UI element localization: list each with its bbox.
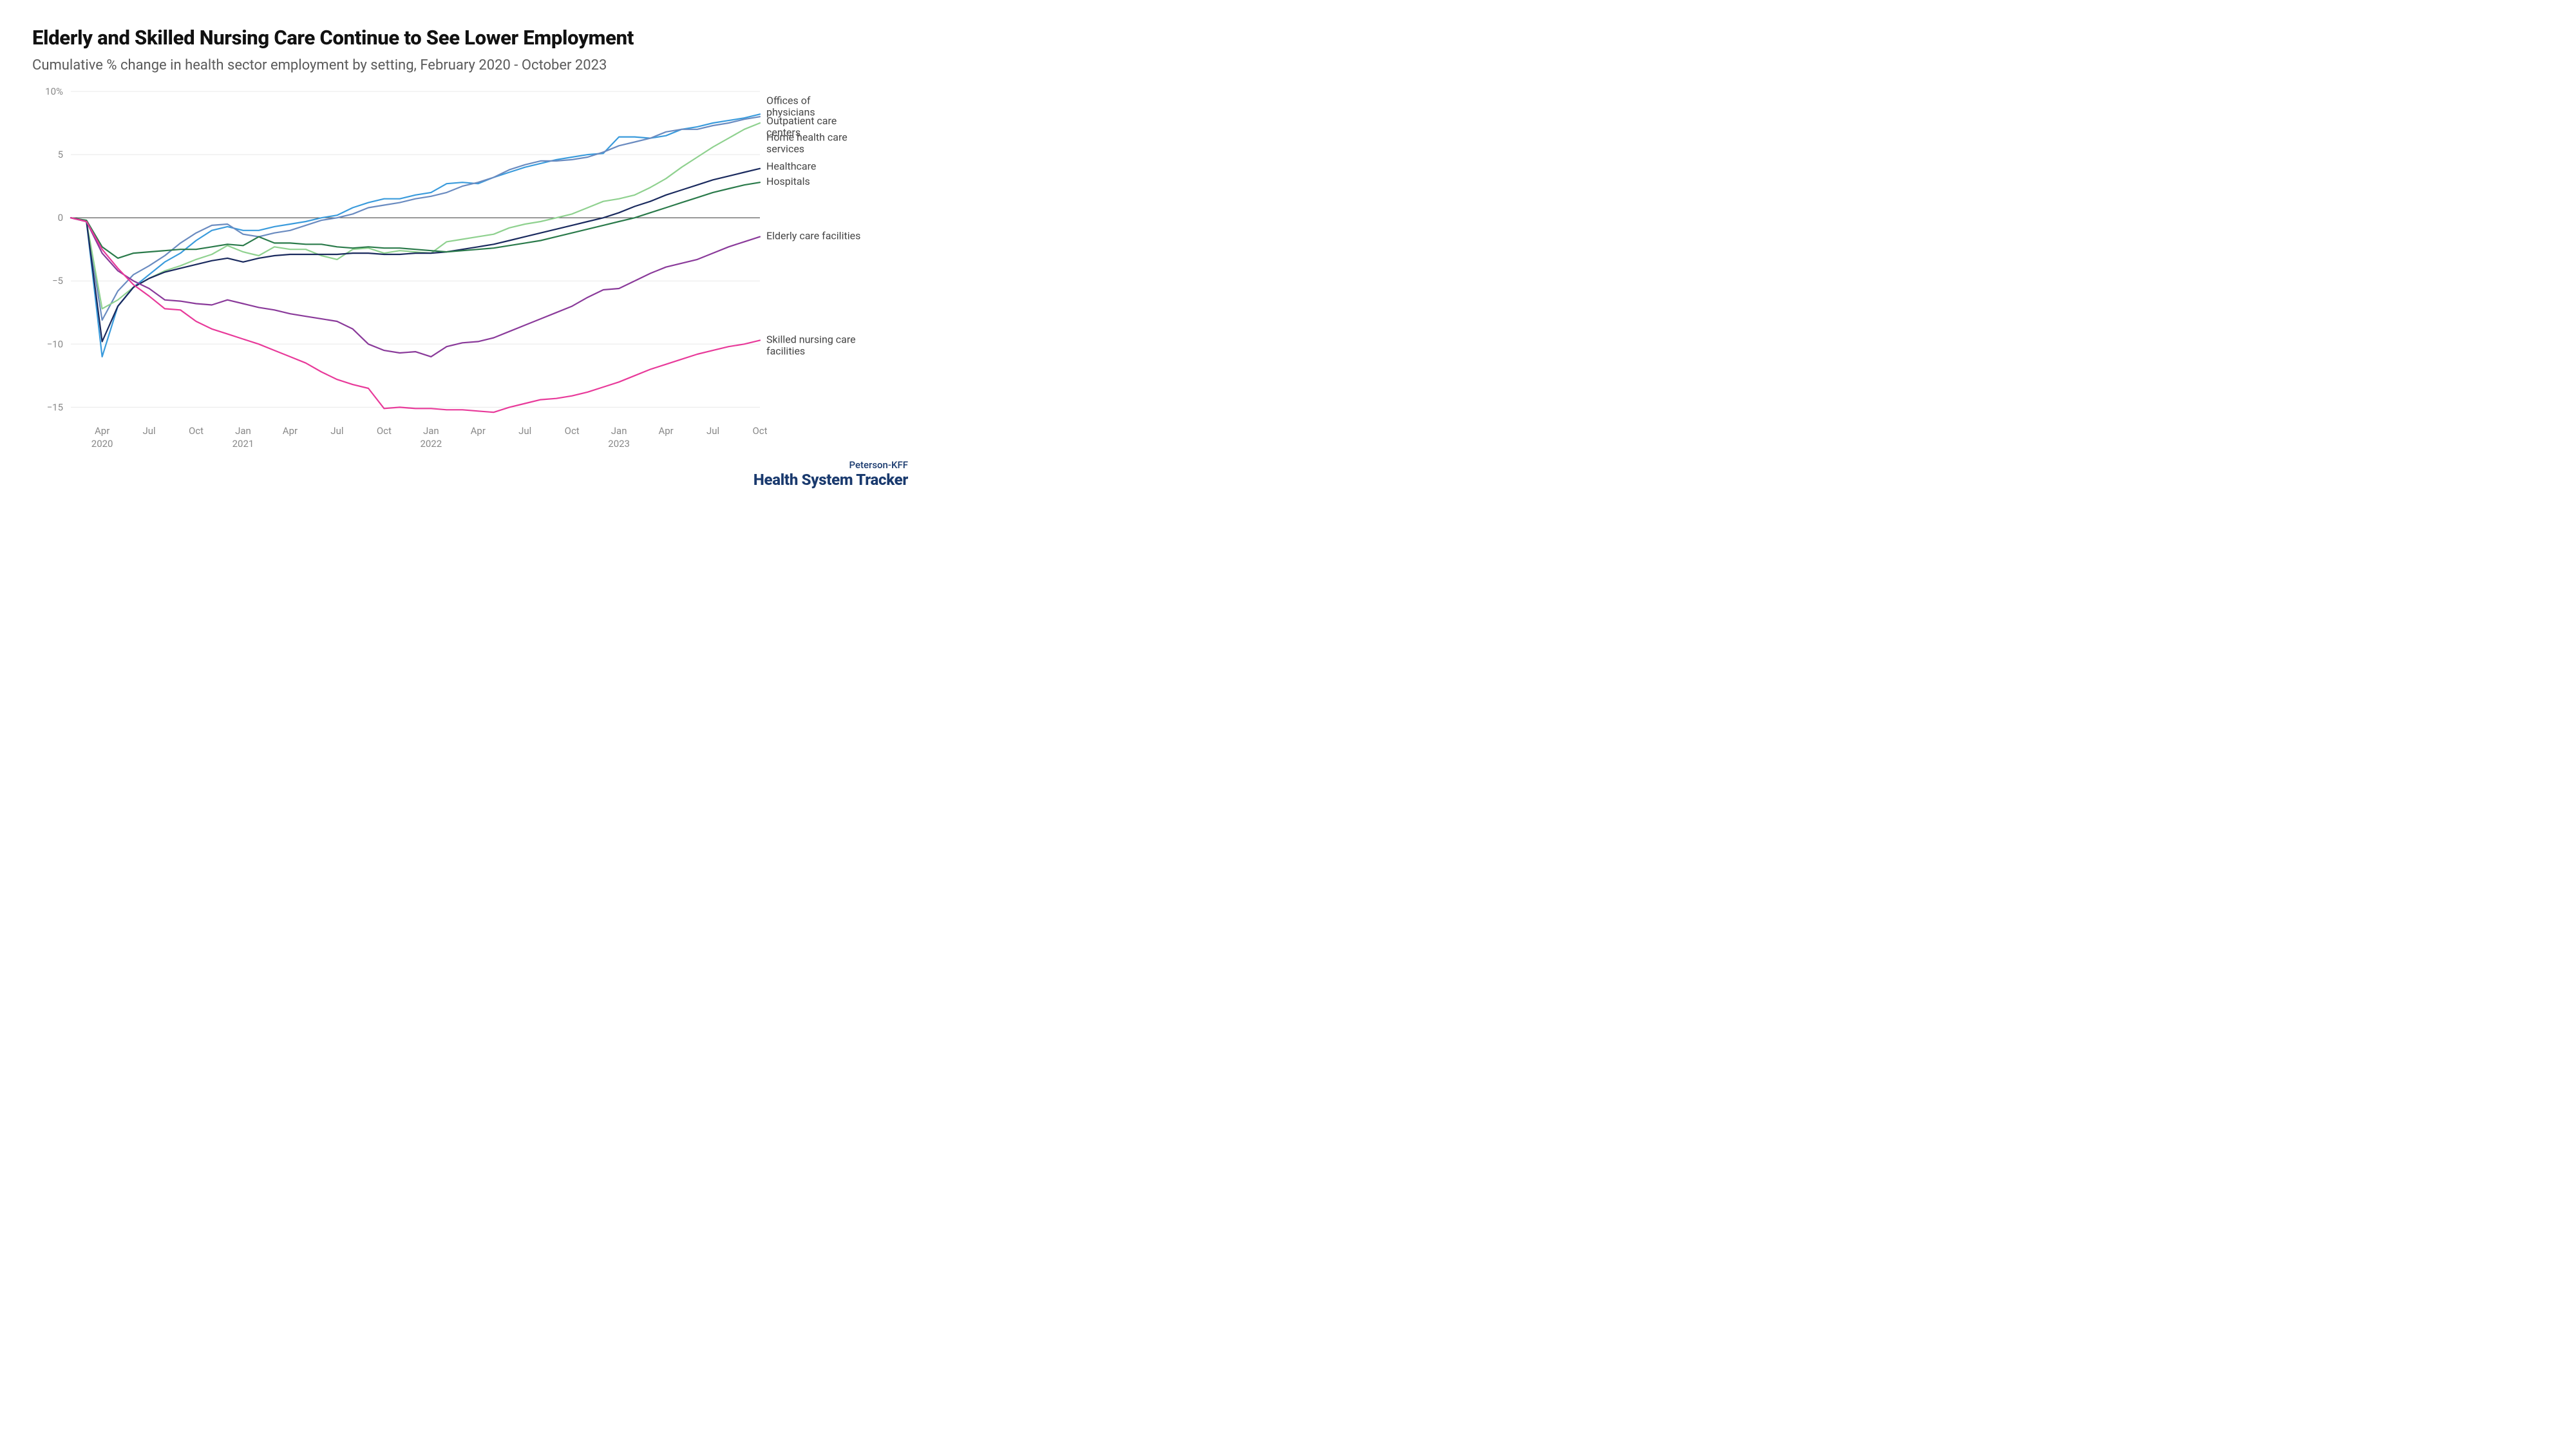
attribution-source: Peterson-KFF <box>32 459 908 471</box>
series-label: facilities <box>766 345 805 357</box>
x-axis-label: Jan <box>423 425 439 437</box>
x-axis-year-label: 2023 <box>608 438 630 450</box>
x-axis-label: Oct <box>189 425 204 437</box>
x-axis-label: Jan <box>611 425 627 437</box>
line-chart: 10%50−5−10−15Apr2020JulOctJan2021AprJulO… <box>32 85 921 455</box>
x-axis-label: Jan <box>235 425 251 437</box>
chart-subtitle: Cumulative % change in health sector emp… <box>32 57 921 73</box>
series-label: Elderly care facilities <box>766 230 860 242</box>
series-line <box>71 218 760 357</box>
y-axis-label: −15 <box>47 401 63 413</box>
x-axis-label: Oct <box>377 425 392 437</box>
x-axis-label: Apr <box>471 425 486 437</box>
x-axis-label: Oct <box>752 425 767 437</box>
x-axis-label: Jul <box>706 425 719 437</box>
x-axis-year-label: 2020 <box>91 438 113 450</box>
series-line <box>71 218 760 412</box>
x-axis-label: Jul <box>330 425 343 437</box>
series-label: Outpatient care <box>766 115 837 127</box>
series-line <box>71 182 760 258</box>
y-axis-label: −5 <box>52 275 63 287</box>
x-axis-label: Jul <box>518 425 531 437</box>
series-label: Healthcare <box>766 160 816 173</box>
x-axis-label: Apr <box>658 425 673 437</box>
x-axis-label: Jul <box>142 425 155 437</box>
attribution-name: Health System Tracker <box>32 471 908 489</box>
y-axis-label: −10 <box>47 338 63 350</box>
y-axis-label: 10% <box>45 86 63 97</box>
x-axis-year-label: 2021 <box>232 438 254 450</box>
y-axis-label: 5 <box>58 149 63 160</box>
chart-title: Elderly and Skilled Nursing Care Continu… <box>32 26 921 50</box>
series-label: services <box>766 143 804 155</box>
series-line <box>71 114 760 357</box>
series-label: Home health care <box>766 131 848 144</box>
x-axis-label: Oct <box>565 425 580 437</box>
attribution: Peterson-KFF Health System Tracker <box>32 459 921 489</box>
series-label: Skilled nursing care <box>766 333 856 345</box>
x-axis-label: Apr <box>283 425 298 437</box>
x-axis-label: Apr <box>95 425 109 437</box>
x-axis-year-label: 2022 <box>420 438 442 450</box>
chart-container: 10%50−5−10−15Apr2020JulOctJan2021AprJulO… <box>32 85 921 455</box>
y-axis-label: 0 <box>58 212 63 223</box>
series-line <box>71 117 760 320</box>
series-label: Offices of <box>766 95 811 107</box>
series-label: Hospitals <box>766 175 810 187</box>
